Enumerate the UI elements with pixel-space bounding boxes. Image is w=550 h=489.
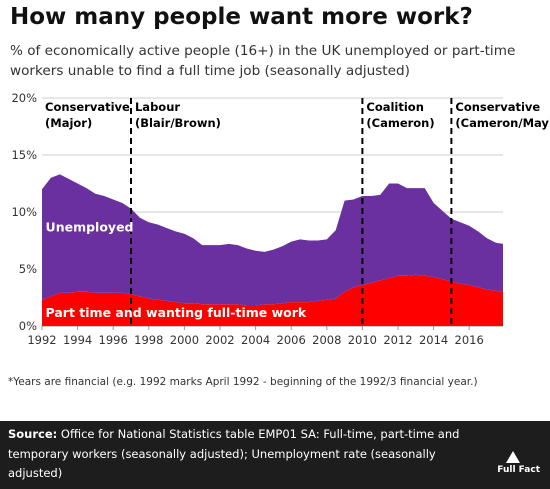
government-annotations: Conservative (Major) Labour (Blair/Brown) Co… [45, 100, 550, 130]
area-series-part-time-and-wanting-full-time-work [42, 274, 503, 326]
annotation-line1: Conservative [45, 100, 130, 114]
government-dividers [129, 98, 453, 326]
y-tick-label: 5% [19, 262, 37, 276]
y-axis-ticks: 0% 5% 10% 15% 20% [11, 91, 37, 333]
x-tick-label: 2004 [241, 333, 270, 347]
annotation-line2: (Major) [45, 116, 92, 130]
x-tick-label: 2000 [170, 333, 199, 347]
annotation-line1: Labour [135, 100, 180, 114]
logo-mark-icon [506, 451, 520, 463]
y-tick-label: 0% [19, 319, 37, 333]
annotation-line2: (Cameron/May) [455, 116, 550, 130]
series-label: Unemployed [46, 219, 134, 234]
source-text: Source: Office for National Statistics t… [8, 425, 468, 484]
x-tick-label: 2016 [455, 333, 484, 347]
x-tick-label: 2014 [419, 333, 448, 347]
annotation-line2: (Blair/Brown) [135, 116, 221, 130]
x-axis-ticks: 1992 1994 1996 1998 2000 2002 2004 2006 2008 2010… [27, 326, 484, 347]
x-tick-label: 1992 [27, 333, 56, 347]
page-title: How many people want more work? [10, 4, 473, 30]
x-tick-label: 1994 [63, 333, 92, 347]
series-label: Part time and wanting full-time work [46, 305, 307, 320]
area-series [42, 174, 503, 326]
source-box: Source: Office for National Statistics t… [0, 421, 550, 489]
x-tick-label: 2008 [312, 333, 341, 347]
x-tick-label: 2012 [383, 333, 412, 347]
annotation-line1: Coalition [366, 100, 424, 114]
y-tick-label: 15% [11, 148, 37, 162]
full-fact-logo: Full Fact [494, 451, 540, 475]
source-label: Source: [8, 427, 58, 441]
series-labels: Part time and wanting full-time work Unem… [46, 219, 307, 320]
y-tick-label: 20% [11, 91, 37, 105]
annotation-line1: Conservative [455, 100, 540, 114]
logo-text: Full Fact [497, 465, 540, 475]
x-tick-label: 2002 [205, 333, 234, 347]
x-tick-label: 2006 [277, 333, 306, 347]
annotation-line2: (Cameron) [366, 116, 434, 130]
x-tick-label: 2010 [348, 333, 377, 347]
area-series-unemployed [42, 174, 503, 306]
x-tick-label: 1998 [134, 333, 163, 347]
source-body: Office for National Statistics table EMP… [8, 427, 460, 480]
area-chart: Conservative (Major) Labour (Blair/Brown) Co… [11, 91, 550, 347]
footnote: *Years are financial (e.g. 1992 marks Ap… [8, 376, 478, 388]
x-tick-label: 1996 [99, 333, 128, 347]
y-tick-label: 10% [11, 205, 37, 219]
chart-subtitle: % of economically active people (16+) in… [10, 43, 516, 79]
